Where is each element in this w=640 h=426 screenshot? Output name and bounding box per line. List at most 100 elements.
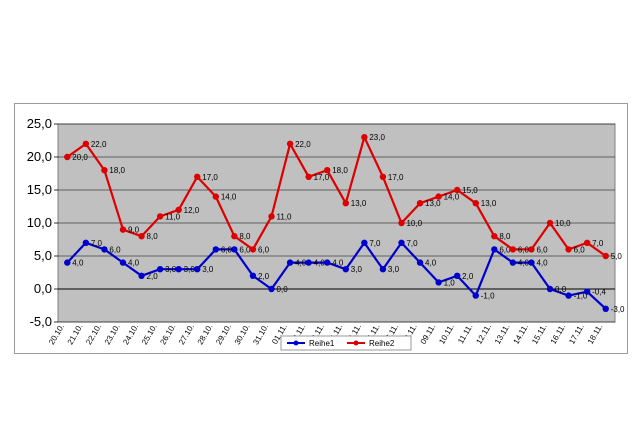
data-point-reihe1 <box>119 259 127 266</box>
data-point-reihe2 <box>212 193 220 200</box>
data-point-reihe2 <box>435 193 442 200</box>
data-point-reihe2 <box>249 246 257 253</box>
data-point-reihe2 <box>491 233 498 240</box>
data-label-reihe2: 6,0 <box>536 245 548 254</box>
data-point-reihe1 <box>268 285 275 293</box>
x-tick-label: 29.10. <box>214 323 233 347</box>
data-point-reihe2 <box>156 213 164 220</box>
x-tick-label: 10.11. <box>437 323 456 346</box>
data-label-reihe2: 15,0 <box>462 186 478 195</box>
data-point-reihe1 <box>138 272 145 279</box>
data-label-reihe1: 4,0 <box>295 259 307 268</box>
data-label-reihe2: 17,0 <box>388 173 404 182</box>
legend-marker-reihe2 <box>353 340 359 346</box>
data-point-reihe2 <box>546 219 554 227</box>
data-point-reihe1 <box>472 292 479 299</box>
data-label-reihe2: 9,0 <box>128 226 140 235</box>
data-point-reihe1 <box>286 259 294 266</box>
data-point-reihe1 <box>509 259 517 266</box>
legend-label-reihe1: Reihe1 <box>309 339 335 348</box>
y-tick-label: 0,0 <box>34 281 52 296</box>
data-label-reihe1: 4,0 <box>314 259 326 268</box>
data-point-reihe1 <box>361 239 368 246</box>
data-label-reihe2: 18,0 <box>109 166 125 175</box>
data-label-reihe1: 7,0 <box>369 239 381 248</box>
data-point-reihe1 <box>175 266 182 273</box>
data-label-reihe2: 23,0 <box>369 133 385 142</box>
data-point-reihe1 <box>379 266 387 273</box>
data-label-reihe1: 6,0 <box>499 245 511 254</box>
x-tick-label: 15.11. <box>530 323 549 346</box>
x-tick-label: 21.10. <box>66 323 85 347</box>
data-point-reihe2 <box>472 200 479 207</box>
data-point-reihe2 <box>583 239 591 246</box>
data-point-reihe1 <box>249 272 257 279</box>
data-point-reihe2 <box>342 200 349 207</box>
data-label-reihe1: 6,0 <box>221 245 233 254</box>
data-label-reihe1: 4,0 <box>332 259 344 268</box>
data-point-reihe2 <box>565 246 572 253</box>
data-point-reihe1 <box>342 266 349 273</box>
data-label-reihe2: 8,0 <box>239 232 251 241</box>
data-label-reihe2: 8,0 <box>147 232 159 241</box>
data-label-reihe1: 4,0 <box>536 259 548 268</box>
data-point-reihe1 <box>435 279 442 286</box>
x-tick-label: 09.11. <box>419 323 438 346</box>
data-label-reihe2: 6,0 <box>258 245 270 254</box>
data-point-reihe1 <box>64 259 71 266</box>
x-tick-label: 31.10. <box>251 323 270 347</box>
data-point-reihe2 <box>453 186 461 194</box>
data-label-reihe2: 22,0 <box>295 140 311 149</box>
data-label-reihe1: 0,0 <box>555 285 567 294</box>
data-label-reihe2: 12,0 <box>184 206 200 215</box>
data-point-reihe2 <box>324 167 331 174</box>
data-point-reihe1 <box>546 285 554 293</box>
data-label-reihe2: 11,0 <box>277 212 293 221</box>
data-point-reihe2 <box>361 134 368 141</box>
data-point-reihe2 <box>101 167 108 174</box>
data-label-reihe2: 6,0 <box>518 245 530 254</box>
data-label-reihe1: -3,0 <box>611 305 625 314</box>
x-tick-label: 25.10. <box>140 323 159 347</box>
data-point-reihe2 <box>305 173 312 180</box>
data-label-reihe1: 4,0 <box>128 259 140 268</box>
y-tick-label: 20,0 <box>27 149 52 164</box>
data-label-reihe1: 3,0 <box>184 265 196 274</box>
x-tick-label: 16.11. <box>549 323 568 346</box>
data-point-reihe1 <box>398 239 405 246</box>
data-label-reihe2: 14,0 <box>221 193 237 202</box>
data-point-reihe2 <box>602 252 609 260</box>
data-point-reihe1 <box>212 246 220 253</box>
y-tick-label: -5,0 <box>30 314 52 329</box>
legend-box <box>280 335 412 351</box>
data-label-reihe1: 6,0 <box>239 245 251 254</box>
data-label-reihe1: 2,0 <box>462 272 474 281</box>
data-label-reihe1: 0,0 <box>277 285 289 294</box>
data-label-reihe1: 4,0 <box>518 259 530 268</box>
data-label-reihe1: 6,0 <box>109 245 121 254</box>
data-label-reihe1: 3,0 <box>165 265 177 274</box>
data-label-reihe2: 14,0 <box>444 193 460 202</box>
data-point-reihe1 <box>305 259 312 266</box>
data-label-reihe2: 11,0 <box>165 212 181 221</box>
line-chart: -5,00,05,010,015,020,025,020.10. 21.10. 22… <box>27 116 625 351</box>
x-tick-label: 30.10. <box>233 323 252 347</box>
data-point-reihe1 <box>231 246 238 253</box>
data-label-reihe1: 7,0 <box>406 239 418 248</box>
y-tick-label: 15,0 <box>27 182 52 197</box>
data-label-reihe1: -0,4 <box>592 288 606 297</box>
y-tick-label: 5,0 <box>34 248 52 263</box>
data-point-reihe1 <box>565 292 572 299</box>
y-tick-label: 25,0 <box>27 116 52 131</box>
data-label-reihe2: 5,0 <box>611 252 623 261</box>
x-tick-label: 18.11. <box>586 323 605 346</box>
data-label-reihe2: 17,0 <box>314 173 330 182</box>
chart-frame: -5,0 0,0 5,0 10,0 15,0 20,0 25,0 20.10. 21.10. 22… <box>14 103 628 354</box>
data-label-reihe2: 10,0 <box>406 219 422 228</box>
data-label-reihe2: 13,0 <box>481 199 497 208</box>
x-tick-label: 26.10. <box>158 323 177 347</box>
data-label-reihe2: 22,0 <box>91 140 107 149</box>
data-point-reihe2 <box>64 153 71 161</box>
data-label-reihe2: 10,0 <box>555 219 571 228</box>
x-tick-label: 11.11. <box>456 323 474 346</box>
